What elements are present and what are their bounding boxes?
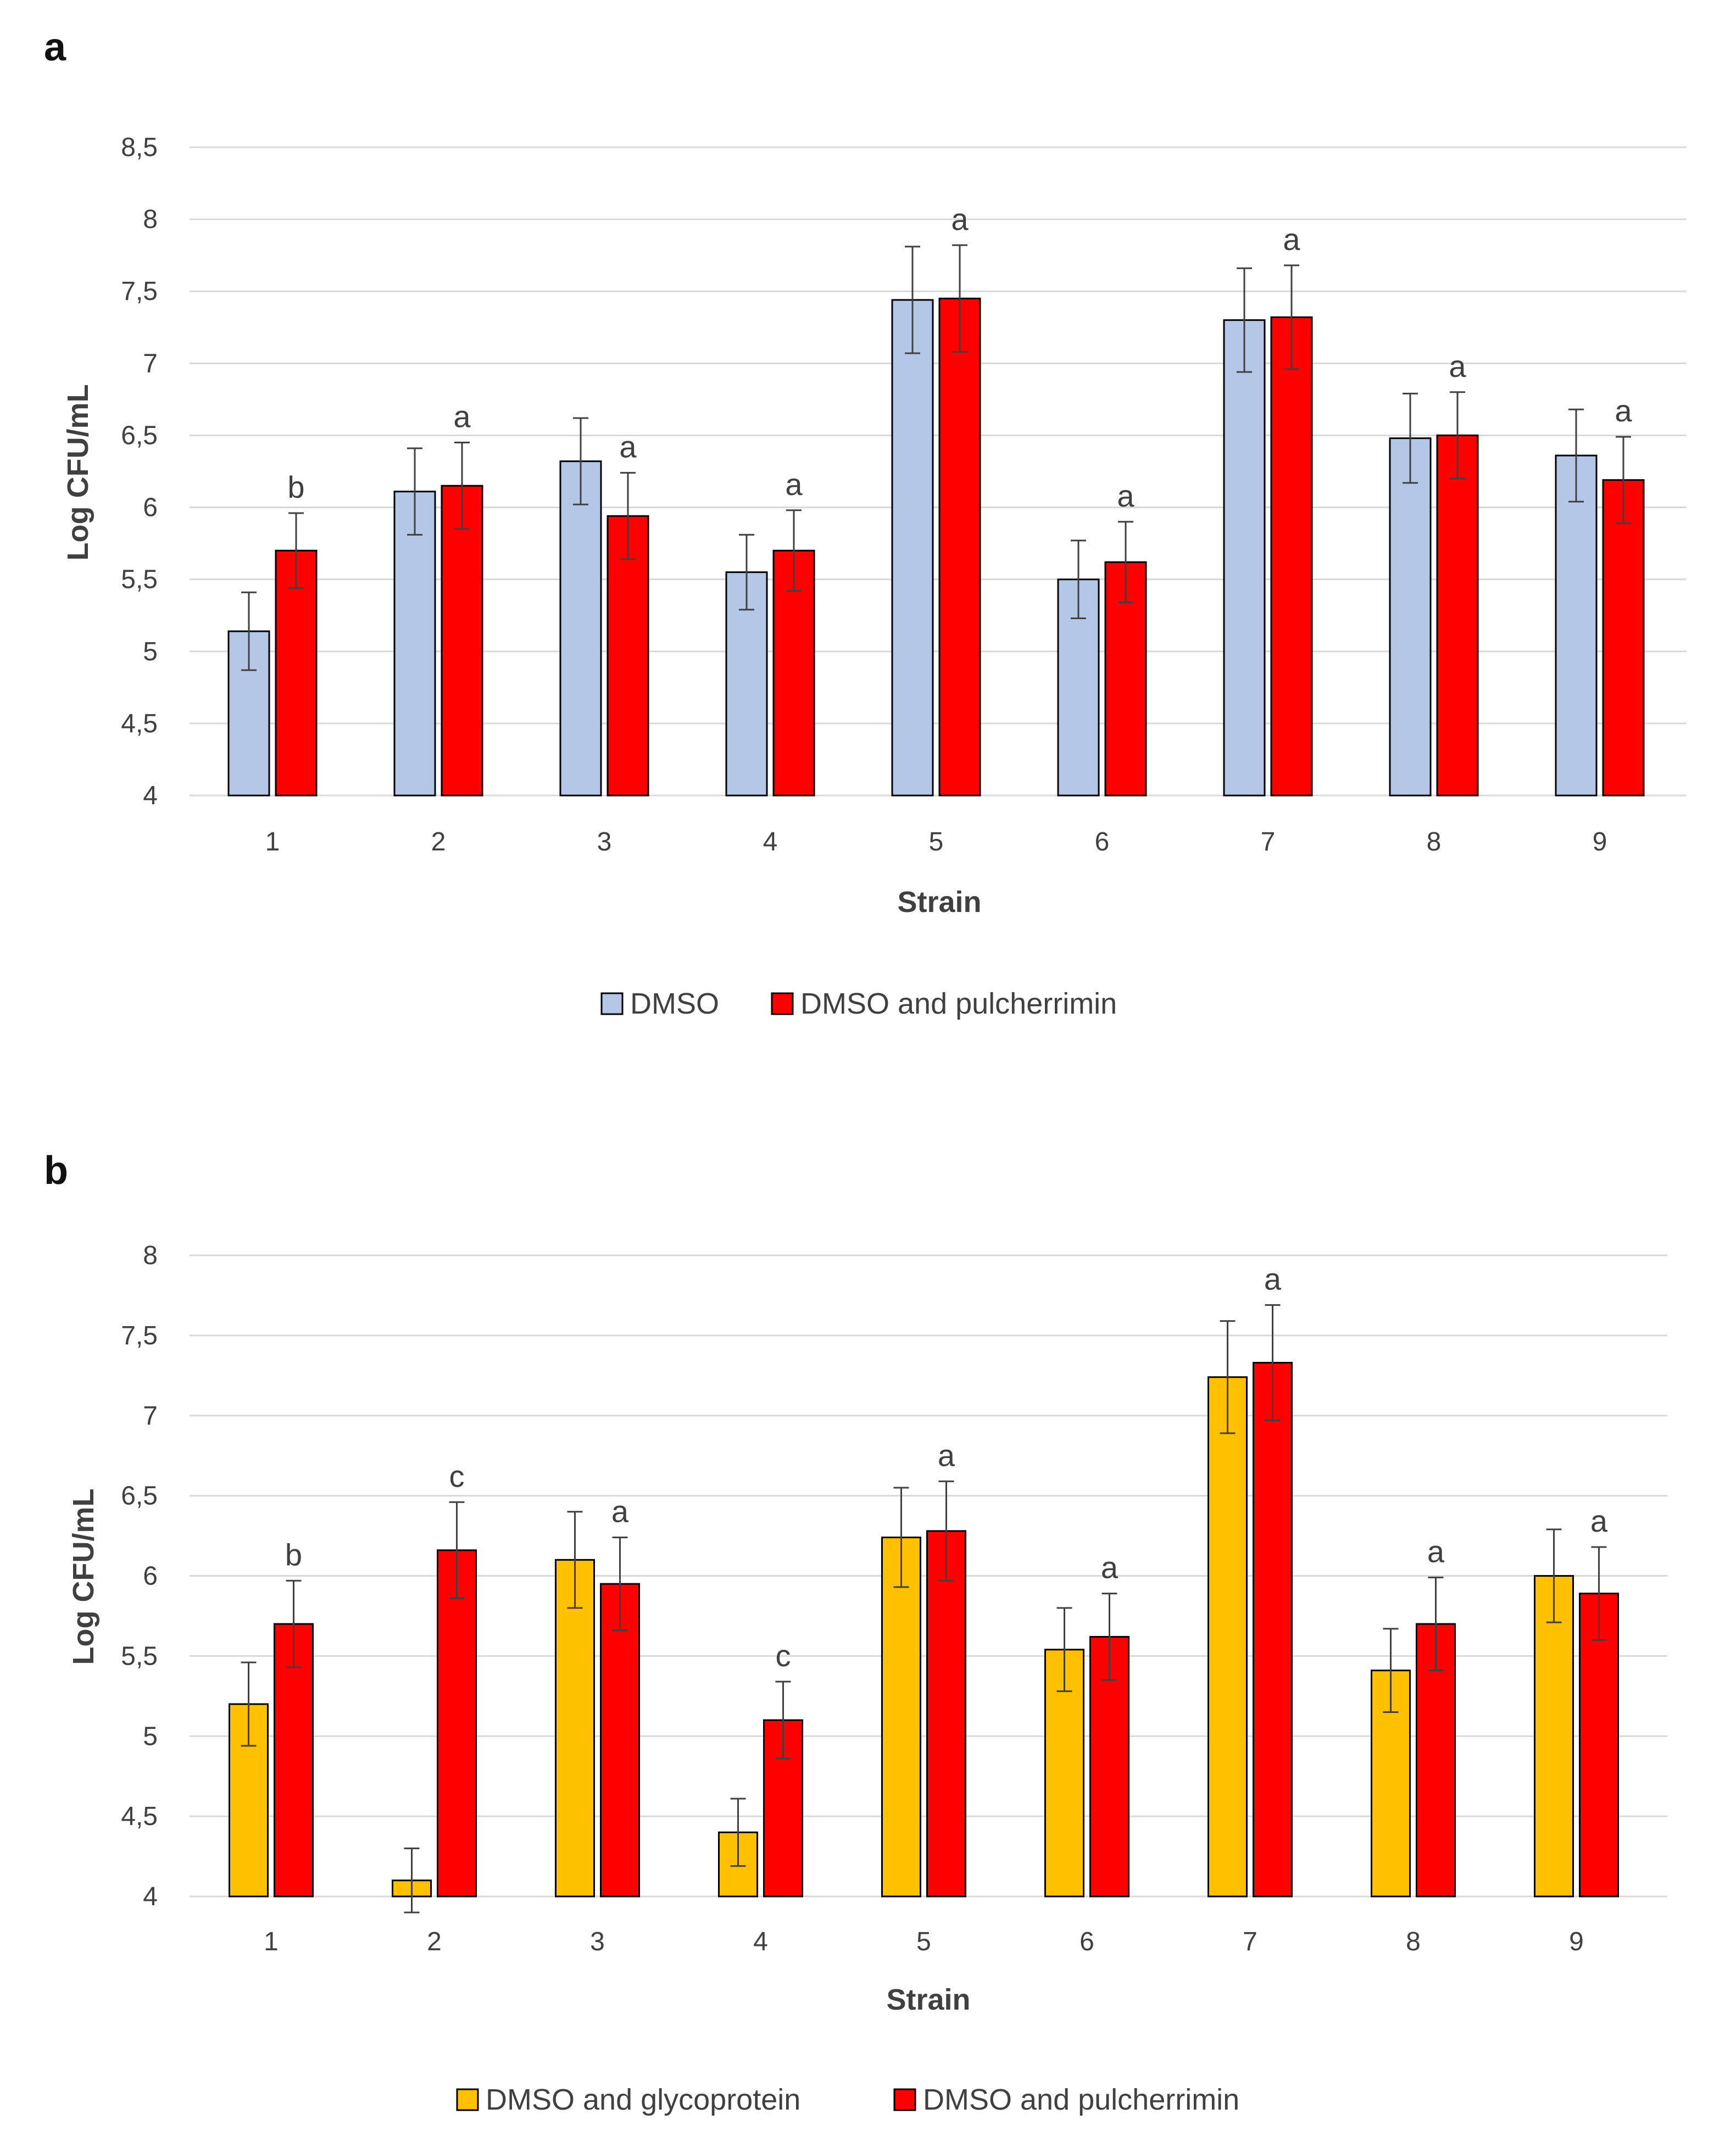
y-axis-title-b: Log CFU/mL (67, 1489, 100, 1665)
p0-bar-s0-5 (891, 299, 934, 797)
p1-x-tick-label: 9 (1569, 1927, 1584, 1956)
p0-significance-letter-5: a (951, 202, 969, 236)
p1-significance-letter-4: c (776, 1638, 791, 1673)
p0-bar-s0-9 (1555, 454, 1598, 797)
p1-y-tick-label: 5 (143, 1722, 158, 1751)
legend-a: DMSO DMSO and pulcherrimin (600, 987, 1117, 1020)
chart-panel-a: a 4 4,5 5 5,5 6 6,5 7 7,5 8 8,5 b a a a a a a a a 1 2 3 4 5 6 7… (44, 25, 1687, 1020)
panel-label-b: b (44, 1149, 68, 1193)
p0-x-tick-label: 7 (1261, 827, 1276, 856)
p0-bar-s0-8 (1389, 437, 1432, 797)
p1-y-tick-label: 5,5 (121, 1642, 158, 1671)
p0-significance-letter-1: b (287, 470, 304, 504)
p0-y-tick-label: 7 (143, 349, 158, 378)
p1-x-tick-label: 2 (427, 1927, 442, 1956)
p1-y-tick-label: 7 (143, 1401, 158, 1431)
p0-y-tick-label: 4,5 (121, 709, 158, 738)
p1-bar-s1-1 (274, 1623, 314, 1898)
p0-x-tick-label: 4 (763, 827, 778, 856)
p1-y-tick-label: 6 (143, 1562, 158, 1591)
p1-bar-s0-5 (881, 1536, 921, 1898)
p1-y-tick-label: 4,5 (121, 1802, 158, 1831)
p0-x-tick-label: 6 (1095, 827, 1110, 856)
p1-x-tick-label: 1 (264, 1927, 279, 1956)
p1-bar-s0-3 (555, 1559, 595, 1898)
p0-y-tick-label: 8 (143, 205, 158, 234)
p0-y-tick-label: 8,5 (121, 133, 158, 162)
p1-significance-letter-1: b (285, 1537, 302, 1572)
legend-swatch-glycoprotein (456, 2088, 479, 2111)
p0-x-tick-label: 8 (1427, 827, 1442, 856)
p0-y-tick-label: 6,5 (121, 421, 158, 450)
p1-bar-s1-5 (926, 1530, 966, 1898)
legend-swatch-pulcherrimin-a (771, 992, 794, 1015)
p1-y-tick-label: 4 (143, 1882, 158, 1911)
panel-label-a: a (44, 25, 66, 69)
x-axis-title-b: Strain (886, 1983, 970, 2016)
p1-y-tick-label: 6,5 (121, 1482, 158, 1511)
p0-bar-s1-5 (938, 297, 981, 797)
p1-x-tick-label: 7 (1243, 1927, 1258, 1956)
p0-bar-s1-2 (441, 485, 483, 797)
p1-bar-s1-2 (437, 1549, 477, 1898)
p0-significance-letter-8: a (1449, 349, 1466, 383)
p1-significance-letter-7: a (1264, 1261, 1282, 1296)
p1-x-tick-label: 8 (1406, 1927, 1421, 1956)
p1-bar-s1-3 (600, 1583, 640, 1898)
legend-swatch-pulcherrimin-b (893, 2088, 916, 2111)
p1-x-tick-label: 3 (590, 1927, 605, 1956)
legend-label-dmso: DMSO (630, 987, 719, 1020)
p0-x-tick-label: 3 (597, 827, 612, 856)
p0-significance-letter-6: a (1117, 479, 1134, 513)
p1-bar-s0-7 (1208, 1376, 1248, 1898)
legend-label-glycoprotein: DMSO and glycoprotein (486, 2083, 800, 2116)
p0-x-tick-label: 2 (431, 827, 446, 856)
p1-bar-s1-9 (1579, 1593, 1619, 1898)
p0-y-tick-label: 5,5 (121, 565, 158, 594)
p1-x-tick-label: 4 (753, 1927, 768, 1956)
p0-bar-s1-7 (1270, 316, 1313, 797)
p0-y-tick-label: 5 (143, 637, 158, 666)
p0-y-tick-label: 4 (143, 781, 158, 810)
p0-x-tick-label: 5 (929, 827, 944, 856)
p0-significance-letter-3: a (619, 430, 637, 464)
p0-bar-s0-2 (393, 491, 436, 797)
p0-significance-letter-4: a (785, 467, 803, 502)
p1-significance-letter-9: a (1590, 1504, 1608, 1538)
p0-x-tick-label: 1 (265, 827, 280, 856)
legend-b: DMSO and glycoprotein DMSO and pulcherri… (456, 2083, 1239, 2116)
y-axis-title-a: Log CFU/mL (62, 385, 94, 561)
p1-y-tick-label: 8 (143, 1241, 158, 1270)
p0-significance-letter-2: a (453, 399, 471, 434)
p1-significance-letter-6: a (1101, 1550, 1119, 1585)
p1-significance-letter-5: a (938, 1438, 955, 1472)
p1-significance-letter-3: a (611, 1494, 629, 1528)
p0-bar-s0-3 (559, 460, 602, 797)
p0-significance-letter-7: a (1283, 222, 1300, 257)
p0-bar-s0-7 (1223, 319, 1266, 797)
p1-y-tick-label: 7,5 (121, 1321, 158, 1350)
p1-significance-letter-8: a (1427, 1534, 1445, 1568)
p1-bar-s0-9 (1534, 1575, 1574, 1898)
p1-x-tick-label: 5 (916, 1927, 931, 1956)
legend-label-pulcherrimin-b: DMSO and pulcherrimin (923, 2083, 1239, 2116)
p0-bar-s1-9 (1602, 479, 1645, 797)
p0-y-tick-label: 6 (143, 493, 158, 522)
legend-swatch-dmso (600, 992, 624, 1015)
p1-bar-s1-7 (1253, 1361, 1293, 1898)
p0-significance-letter-9: a (1615, 393, 1632, 428)
x-axis-title-a: Strain (897, 886, 981, 919)
legend-label-pulcherrimin-a: DMSO and pulcherrimin (800, 987, 1117, 1020)
p0-bar-s1-3 (607, 515, 649, 797)
p0-y-tick-label: 7,5 (121, 277, 158, 306)
p1-bar-s1-4 (763, 1719, 803, 1898)
p0-bar-s1-8 (1436, 434, 1479, 797)
p1-significance-letter-2: c (449, 1459, 465, 1493)
p0-x-tick-label: 9 (1593, 827, 1607, 856)
p1-x-tick-label: 6 (1080, 1927, 1094, 1956)
